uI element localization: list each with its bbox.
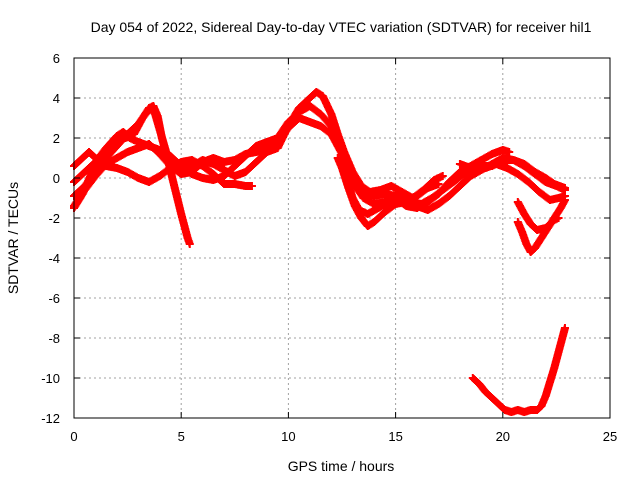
x-tick-label: 25 bbox=[603, 429, 617, 444]
series-arc-11 bbox=[468, 324, 569, 416]
series-arc-10 bbox=[513, 196, 569, 256]
y-tick-label: -6 bbox=[48, 291, 60, 306]
data-point-marker bbox=[438, 172, 447, 180]
y-axis-label: SDTVAR / TECUs bbox=[5, 182, 21, 294]
y-tick-label: 6 bbox=[53, 51, 60, 66]
y-tick-label: -8 bbox=[48, 331, 60, 346]
y-tick-label: 2 bbox=[53, 131, 60, 146]
data-point-marker bbox=[560, 184, 569, 192]
plot-frame bbox=[73, 57, 611, 419]
data-point-marker bbox=[247, 182, 256, 190]
x-tick-label: 5 bbox=[178, 429, 185, 444]
y-tick-label: 4 bbox=[53, 91, 60, 106]
x-tick-label: 0 bbox=[70, 429, 77, 444]
x-tick-label: 10 bbox=[281, 429, 295, 444]
chart-title: Day 054 of 2022, Sidereal Day-to-day VTE… bbox=[91, 19, 592, 35]
series-arc-8 bbox=[455, 156, 569, 192]
y-tick-label: -12 bbox=[41, 411, 60, 426]
series-arc-7 bbox=[333, 154, 569, 218]
y-tick-label: -4 bbox=[48, 251, 60, 266]
x-tick-label: 15 bbox=[388, 429, 402, 444]
data-point-marker bbox=[560, 324, 569, 332]
y-tick-label: -10 bbox=[41, 371, 60, 386]
axis-ticks: 0 5 10 15 20 25 -12 -10 -8 -6 -4 -2 0 2 4 6 bbox=[41, 51, 617, 444]
data-point-marker bbox=[560, 196, 569, 204]
y-tick-label: -2 bbox=[48, 211, 60, 226]
data-point-marker bbox=[434, 180, 443, 188]
data-marks bbox=[70, 88, 569, 416]
y-tick-label: 0 bbox=[53, 171, 60, 186]
data-point-marker bbox=[185, 240, 194, 248]
x-tick-label: 20 bbox=[496, 429, 510, 444]
data-point-marker bbox=[505, 148, 514, 156]
x-axis-label: GPS time / hours bbox=[288, 458, 395, 474]
